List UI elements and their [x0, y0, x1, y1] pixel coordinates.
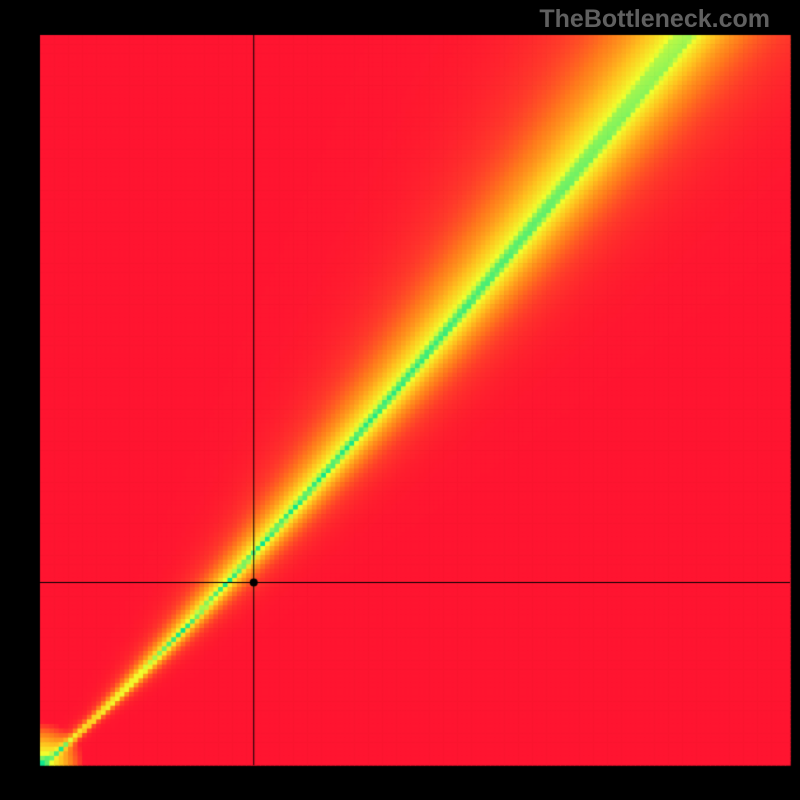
heatmap-canvas [0, 0, 800, 800]
watermark-text: TheBottleneck.com [539, 5, 770, 34]
chart-container: TheBottleneck.com [0, 0, 800, 800]
